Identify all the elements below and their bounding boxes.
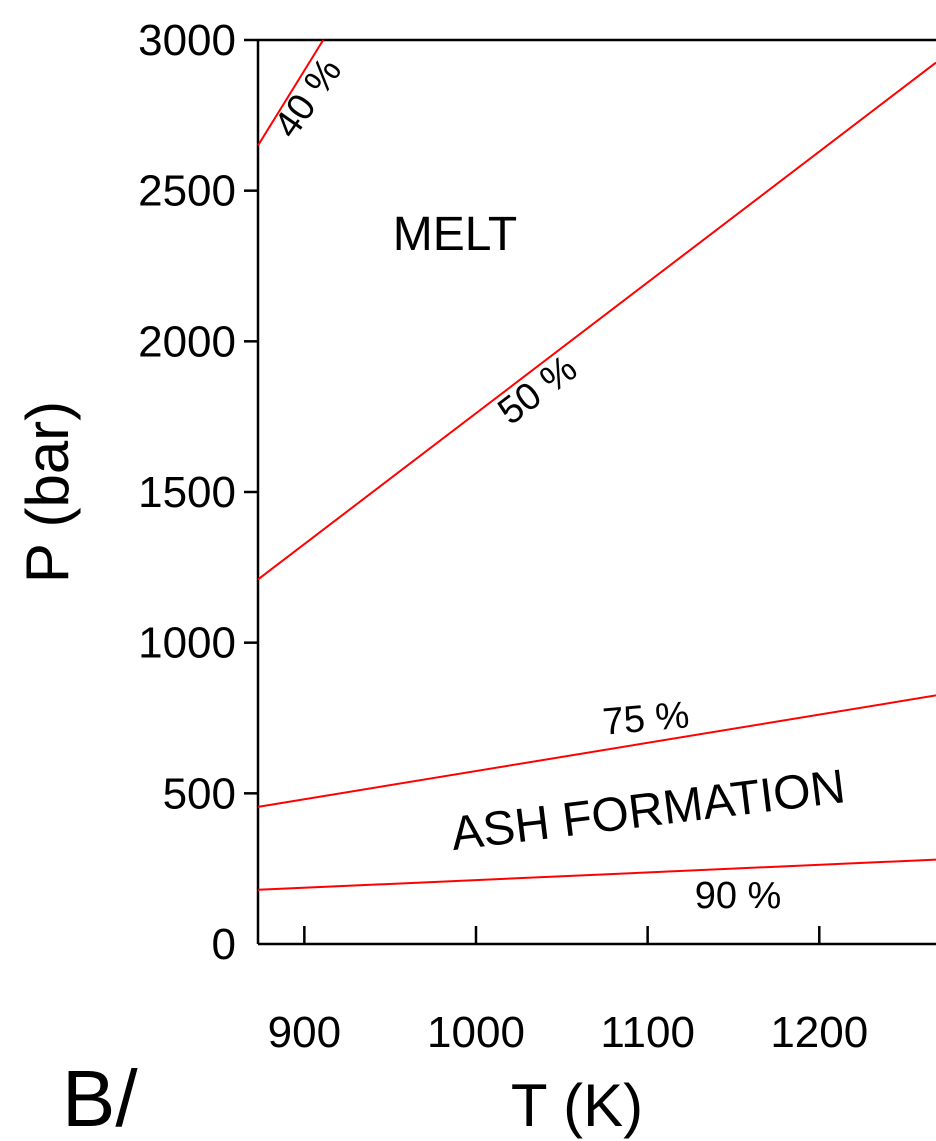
region-label-ash-formation: ASH FORMATION xyxy=(448,760,848,861)
x-tick-label: 1000 xyxy=(427,1008,525,1057)
y-tick-label: 2000 xyxy=(138,317,236,366)
series-label: 75 % xyxy=(601,694,691,743)
series-line xyxy=(257,858,936,891)
axes: 0 500 1000 1500 2000 2500 3000 900 1000 1100 1200 P… xyxy=(14,16,936,1141)
y-tick-label: 3000 xyxy=(138,16,236,65)
series-line xyxy=(257,694,936,808)
x-tick-label: 1200 xyxy=(770,1008,868,1057)
y-tick-label: 2500 xyxy=(138,167,236,216)
series-label: 50 % xyxy=(491,348,585,434)
y-tick-label: 500 xyxy=(163,769,236,818)
y-axis-title: P (bar) xyxy=(14,401,81,583)
annotations: 40 % 50 % 75 % 90 % MELT ASH FORMATION xyxy=(266,51,848,917)
y-tick-label: 1000 xyxy=(138,619,236,668)
series-line xyxy=(257,39,325,147)
series-line xyxy=(257,61,936,581)
y-tick-label: 0 xyxy=(212,920,236,969)
panel-label: B/ xyxy=(62,1054,138,1141)
series-label: 90 % xyxy=(695,875,782,917)
y-tick-label: 1500 xyxy=(138,468,236,517)
series-lines xyxy=(257,39,936,891)
x-tick-label: 900 xyxy=(268,1008,341,1057)
series-label: 40 % xyxy=(266,51,350,146)
region-label-melt: MELT xyxy=(393,208,517,261)
x-axis-title: T (K) xyxy=(511,1072,643,1139)
x-tick-label: 1100 xyxy=(600,1008,695,1057)
